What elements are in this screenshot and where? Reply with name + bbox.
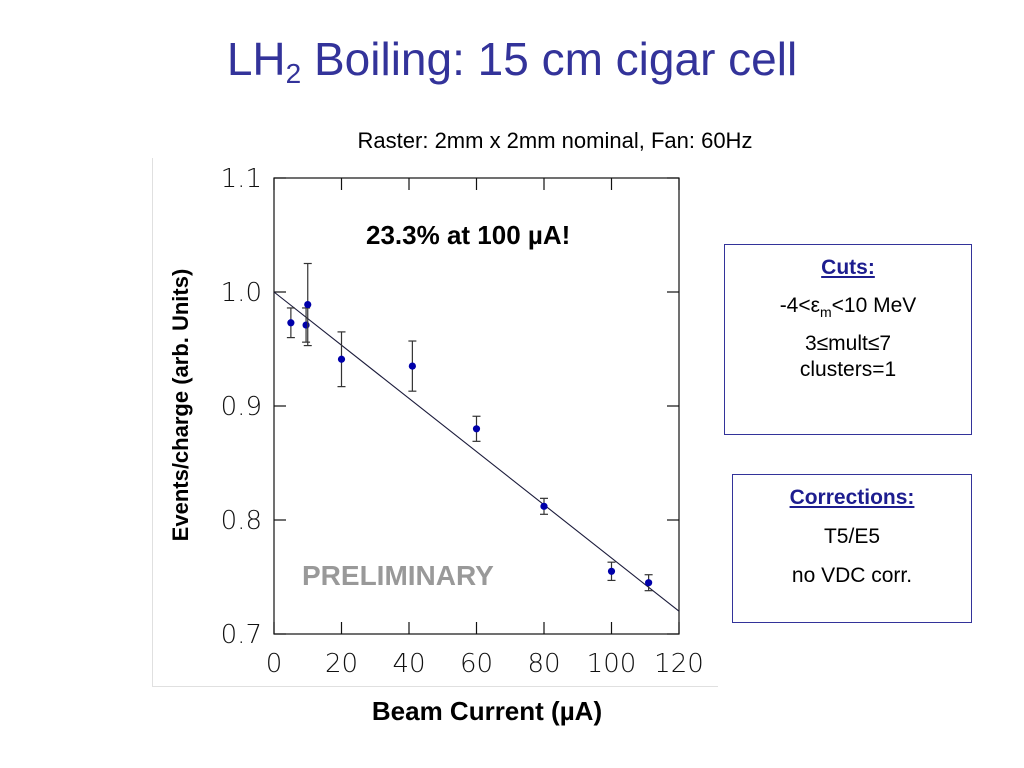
data-point xyxy=(540,502,548,510)
cuts-box: Cuts: -4<εm<10 MeV 3≤mult≤7 clusters=1 xyxy=(724,244,972,435)
y-tick-label: 1.1 xyxy=(221,164,262,194)
data-point xyxy=(304,300,312,309)
corrections-vdc: no VDC corr. xyxy=(791,564,913,588)
data-point xyxy=(337,355,346,363)
data-point xyxy=(302,321,310,329)
chart-frame: 0.7 0.8 0.9 1.0 1.1 0 20 40 60 80 100 120 xyxy=(152,158,718,687)
title-subscript: 2 xyxy=(285,58,302,89)
data-point xyxy=(645,579,653,587)
y-tick-label: 0.8 xyxy=(221,506,262,536)
x-tick-label: 40 xyxy=(392,649,425,679)
cuts-multiplicity: 3≤mult≤7 xyxy=(804,332,892,356)
x-tick-label: 60 xyxy=(460,649,493,679)
x-tick-label: 120 xyxy=(654,649,704,679)
data-point xyxy=(607,567,616,575)
scatter-plot: 0.7 0.8 0.9 1.0 1.1 0 20 40 60 80 100 120 xyxy=(221,164,704,679)
cuts-clusters: clusters=1 xyxy=(799,357,897,381)
corrections-t5e5: T5/E5 xyxy=(823,525,881,549)
preliminary-watermark: PRELIMINARY xyxy=(302,560,494,591)
y-tick-label: 1.0 xyxy=(221,278,262,308)
chart-subtitle: Raster: 2mm x 2mm nominal, Fan: 60Hz xyxy=(357,128,753,153)
cuts-energy-range: -4<εm<10 MeV xyxy=(779,294,917,321)
data-point xyxy=(472,425,481,433)
x-tick-label: 80 xyxy=(527,649,560,679)
y-tick-label: 0.7 xyxy=(221,620,262,650)
data-point xyxy=(287,319,295,327)
x-tick-label: 100 xyxy=(587,649,637,679)
x-axis-label: Beam Current (µA) xyxy=(371,696,603,726)
slide-title: LH2 Boiling: 15 cm cigar cell xyxy=(226,33,798,89)
x-tick-label: 0 xyxy=(266,649,283,679)
corrections-heading: Corrections: xyxy=(789,486,915,509)
corrections-box: Corrections: T5/E5 no VDC corr. xyxy=(732,474,972,623)
data-point xyxy=(408,362,416,370)
y-tick-label: 0.9 xyxy=(221,392,262,422)
chart-annotation: 23.3% at 100 µA! xyxy=(366,220,571,250)
cuts-heading: Cuts: xyxy=(821,256,875,279)
x-tick-label: 20 xyxy=(325,649,358,679)
